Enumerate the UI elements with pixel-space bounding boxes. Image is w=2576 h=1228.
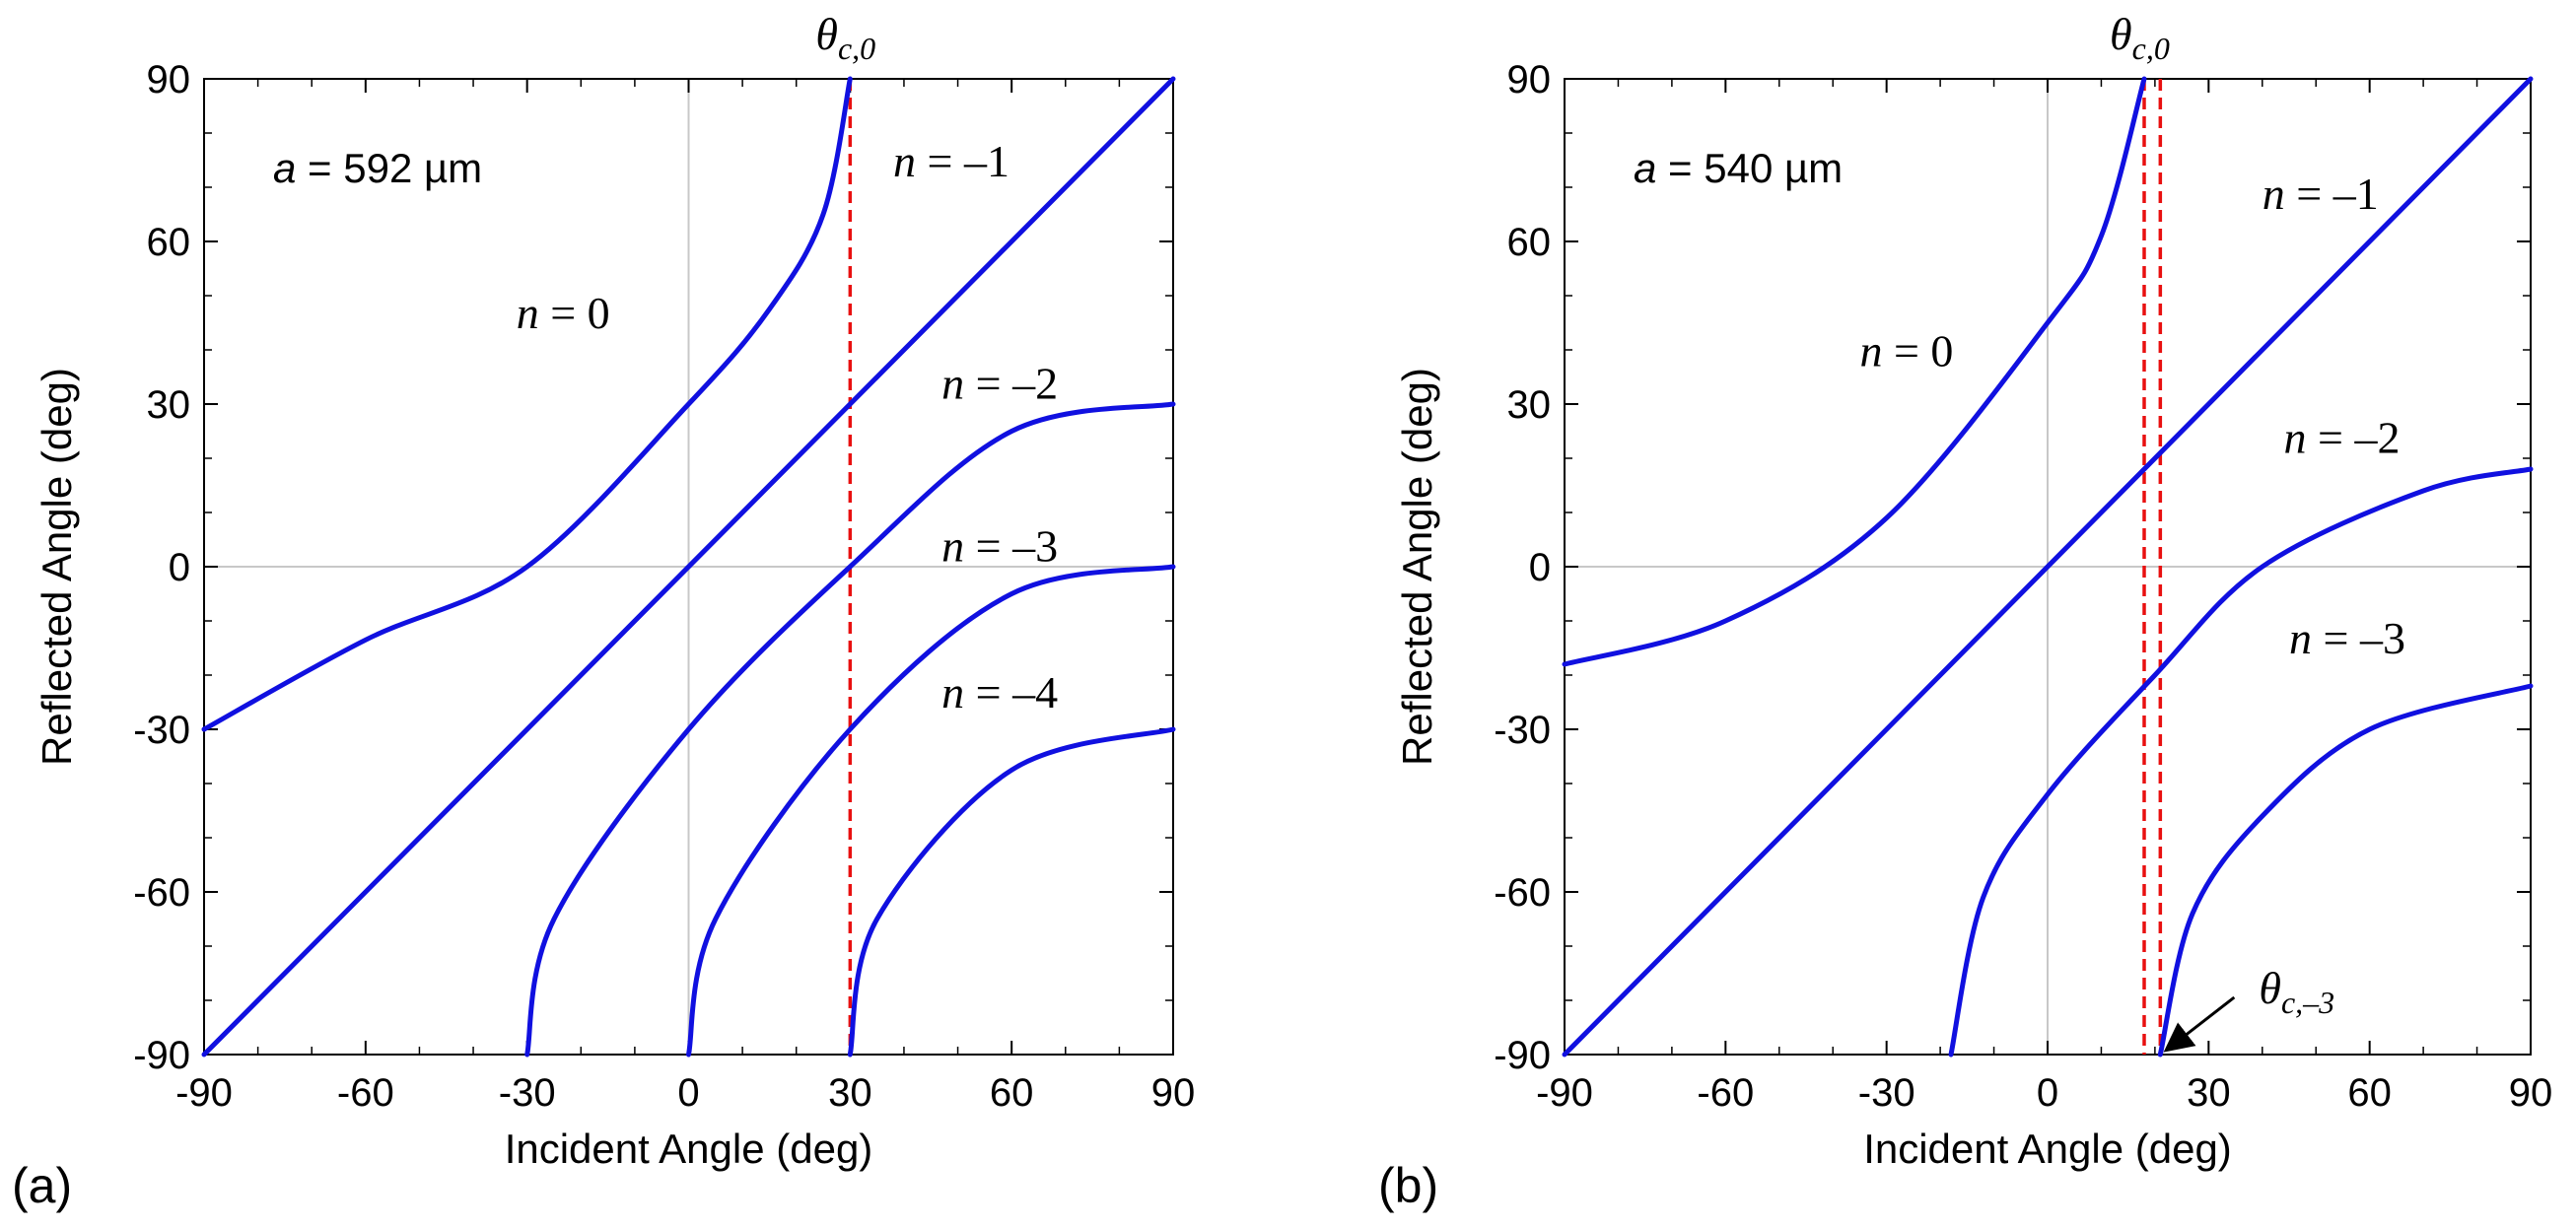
x-tick-label: 60: [2347, 1071, 2392, 1115]
series-curve: [1562, 76, 2534, 1057]
x-tick-label: 30: [2187, 1071, 2231, 1115]
series-label: n = –1: [2263, 169, 2379, 219]
series-label: n = –1: [893, 136, 1010, 186]
series-label-var: n: [2263, 169, 2285, 219]
y-tick-label: -90: [133, 1034, 190, 1077]
x-axis-title: Incident Angle (deg): [505, 1126, 873, 1172]
parameter-label: a = 540 µm: [1634, 145, 1843, 191]
series-label: n = –2: [941, 359, 1058, 409]
critical-angle-label: θc,0: [815, 9, 875, 66]
y-axis-title: Reflected Angle (deg): [1394, 368, 1440, 766]
series-curve: [847, 726, 1176, 1057]
y-tick-label: 30: [1507, 383, 1552, 427]
y-tick-label: -30: [1494, 709, 1551, 752]
x-tick-label: -30: [499, 1071, 556, 1115]
x-axis-title: Incident Angle (deg): [1863, 1126, 2232, 1172]
series-label-var: n: [941, 359, 964, 409]
panel-tag: (a): [12, 1158, 72, 1213]
critical-angle-arrow: [2163, 995, 2236, 1053]
parameter-label: a = 592 µm: [273, 145, 482, 191]
series-label: n = 0: [517, 288, 610, 338]
series-label-value: = –1: [916, 136, 1010, 186]
series-label-value: = –2: [964, 359, 1058, 409]
series-curve: [201, 76, 853, 732]
x-tick-label: -60: [1697, 1071, 1754, 1115]
parameter-var: a: [1634, 145, 1656, 191]
y-tick-label: 0: [1529, 546, 1551, 589]
series-curve: [2157, 683, 2534, 1057]
panel-a-chart: -90 -60 -30 0 30 60 90 -90 -60 -30 0 30 60 90 Incident…: [12, 9, 1195, 1213]
y-tick-label: -60: [133, 871, 190, 915]
y-tick-label: 90: [1507, 58, 1552, 102]
x-tick-label: -30: [1858, 1071, 1915, 1115]
y-axis-title: Reflected Angle (deg): [34, 368, 80, 766]
series-label: n = –3: [941, 521, 1058, 572]
x-tick-label: 90: [1151, 1071, 1196, 1115]
critical-angle-label: θc,0: [2110, 9, 2170, 66]
x-tick-label: 0: [2037, 1071, 2058, 1115]
series-label-value: = –4: [964, 667, 1058, 717]
critical-angle-symbol-2: θ: [2259, 963, 2281, 1013]
panel-tag: (b): [1378, 1158, 1438, 1213]
series-label: n = –2: [2284, 413, 2401, 463]
y-tick-label: -60: [1494, 871, 1551, 915]
series-label-value: = 0: [1882, 326, 1953, 376]
series-label-value: = –1: [2285, 169, 2379, 219]
panel-b-chart: -90 -60 -30 0 30 60 90 -90 -60 -30 0 30 60 90 Incident…: [1378, 9, 2552, 1213]
critical-angle-symbol: θ: [2110, 9, 2132, 59]
parameter-var: a: [273, 145, 296, 191]
series-label-var: n: [2289, 613, 2312, 663]
y-tick-label: 30: [147, 383, 191, 427]
series-label-value: = –2: [2307, 413, 2401, 463]
series-label-var: n: [941, 667, 964, 717]
parameter-value: = 592 µm: [296, 145, 482, 191]
series-label: n = –3: [2289, 613, 2405, 663]
x-tick-label: -90: [1536, 1071, 1593, 1115]
critical-angle-subscript-2: c,–3: [2281, 985, 2334, 1020]
x-tick-label: 90: [2509, 1071, 2553, 1115]
y-tick-label: 60: [147, 221, 191, 264]
series-label-var: n: [2284, 413, 2307, 463]
series-label-value: = –3: [964, 521, 1058, 572]
x-tick-label: 0: [677, 1071, 699, 1115]
series-label-var: n: [1859, 326, 1882, 376]
x-tick-label: -60: [337, 1071, 394, 1115]
series-curve: [201, 76, 1176, 1057]
series-label-value: = –3: [2312, 613, 2405, 663]
parameter-value: = 540 µm: [1656, 145, 1843, 191]
series-curve: [524, 401, 1176, 1057]
series-label-var: n: [893, 136, 916, 186]
series-label-var: n: [941, 521, 964, 572]
x-tick-label: 60: [990, 1071, 1034, 1115]
series-curve: [686, 564, 1176, 1057]
y-tick-label: 90: [147, 58, 191, 102]
y-tick-label: -90: [1494, 1034, 1551, 1077]
critical-angle-label-2: θc,–3: [2259, 963, 2334, 1020]
series-label: n = 0: [1859, 326, 1953, 376]
series-label: n = –4: [941, 667, 1058, 717]
y-tick-label: 60: [1507, 221, 1552, 264]
y-tick-label: -30: [133, 709, 190, 752]
critical-angle-symbol: θ: [815, 9, 838, 59]
series-curve: [1562, 76, 2147, 667]
critical-angle-subscript: c,0: [838, 31, 875, 66]
critical-angle-subscript: c,0: [2132, 31, 2170, 66]
series-label-var: n: [517, 288, 539, 338]
series-curve: [1948, 466, 2534, 1057]
series-label-value: = 0: [539, 288, 610, 338]
x-tick-label: -90: [175, 1071, 233, 1115]
x-tick-label: 30: [828, 1071, 872, 1115]
y-tick-label: 0: [169, 546, 190, 589]
